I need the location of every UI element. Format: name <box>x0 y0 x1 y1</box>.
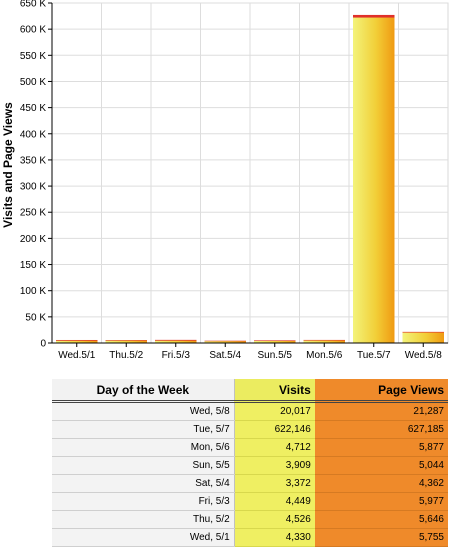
x-tick-label: Thu.5/2 <box>109 350 143 361</box>
bar-visits <box>204 341 246 343</box>
cell-day: Wed, 5/1 <box>52 528 235 547</box>
table-row: Mon, 5/6 4,712 5,877 <box>52 438 448 457</box>
cell-page-views: 5,044 <box>314 456 448 475</box>
cell-page-views: 4,362 <box>314 474 448 493</box>
cell-visits: 4,449 <box>234 492 315 511</box>
y-tick-label: 50 K <box>25 312 46 323</box>
table-row: Tue, 5/7 622,146 627,185 <box>52 420 448 439</box>
stats-table: Day of the Week Visits Page Views Wed, 5… <box>52 379 448 547</box>
y-tick-label: 0 <box>40 339 46 350</box>
bar-visits <box>402 332 444 343</box>
cell-page-views: 5,977 <box>314 492 448 511</box>
table-header-row: Day of the Week Visits Page Views <box>52 379 448 403</box>
y-tick-label: 150 K <box>20 260 46 271</box>
y-axis-label: Visits and Page Views <box>1 102 15 228</box>
cell-visits: 3,372 <box>234 474 315 493</box>
table-row: Sat, 5/4 3,372 4,362 <box>52 474 448 493</box>
cell-page-views: 5,877 <box>314 438 448 457</box>
header-day-of-week: Day of the Week <box>52 379 235 403</box>
cell-visits: 4,526 <box>234 510 315 529</box>
header-page-views: Page Views <box>314 379 448 403</box>
x-tick-label: Wed.5/1 <box>58 350 95 361</box>
table-row: Fri, 5/3 4,449 5,977 <box>52 492 448 511</box>
cell-page-views: 21,287 <box>314 401 448 421</box>
cell-visits: 4,712 <box>234 438 315 457</box>
y-tick-label: 600 K <box>20 25 46 36</box>
bar-visits <box>56 340 98 343</box>
header-visits: Visits <box>234 379 315 403</box>
cell-visits: 20,017 <box>234 401 315 421</box>
y-tick-label: 550 K <box>20 51 46 62</box>
cell-day: Sun, 5/5 <box>52 456 235 475</box>
cell-day: Thu, 5/2 <box>52 510 235 529</box>
table-row: Wed, 5/8 20,017 21,287 <box>52 401 448 421</box>
y-tick-label: 100 K <box>20 286 46 297</box>
cell-day: Mon, 5/6 <box>52 438 235 457</box>
cell-day: Wed, 5/8 <box>52 401 235 421</box>
cell-page-views: 627,185 <box>314 420 448 439</box>
y-tick-label: 350 K <box>20 155 46 166</box>
cell-page-views: 5,646 <box>314 510 448 529</box>
x-tick-label: Fri.5/3 <box>162 350 191 361</box>
cell-visits: 622,146 <box>234 420 315 439</box>
cell-page-views: 5,755 <box>314 528 448 547</box>
cell-day: Tue, 5/7 <box>52 420 235 439</box>
bar-visits <box>155 340 197 343</box>
bar-visits <box>254 340 296 343</box>
bar-visits <box>353 17 395 343</box>
y-tick-label: 450 K <box>20 103 46 114</box>
y-tick-label: 500 K <box>20 77 46 88</box>
cell-day: Sat, 5/4 <box>52 474 235 493</box>
cell-day: Fri, 5/3 <box>52 492 235 511</box>
cell-visits: 3,909 <box>234 456 315 475</box>
table-row: Thu, 5/2 4,526 5,646 <box>52 510 448 529</box>
table-row: Sun, 5/5 3,909 5,044 <box>52 456 448 475</box>
bar-visits <box>303 340 345 343</box>
y-tick-label: 300 K <box>20 182 46 193</box>
visits-pageviews-chart: 0 50 K 100 K 150 K 200 K 250 K 300 K 350 K 400 K… <box>1 0 449 361</box>
y-tick-label: 250 K <box>20 208 46 219</box>
y-tick-label: 200 K <box>20 234 46 245</box>
x-tick-label: Sun.5/5 <box>258 350 293 361</box>
y-tick-label: 650 K <box>20 0 46 10</box>
x-tick-label: Wed.5/8 <box>405 350 442 361</box>
x-tick-label: Mon.5/6 <box>306 350 343 361</box>
x-tick-label: Sat.5/4 <box>209 350 241 361</box>
bar-visits <box>105 340 147 343</box>
x-tick-label: Tue.5/7 <box>357 350 391 361</box>
table-row: Wed, 5/1 4,330 5,755 <box>52 528 448 547</box>
cell-visits: 4,330 <box>234 528 315 547</box>
y-tick-label: 400 K <box>20 129 46 140</box>
